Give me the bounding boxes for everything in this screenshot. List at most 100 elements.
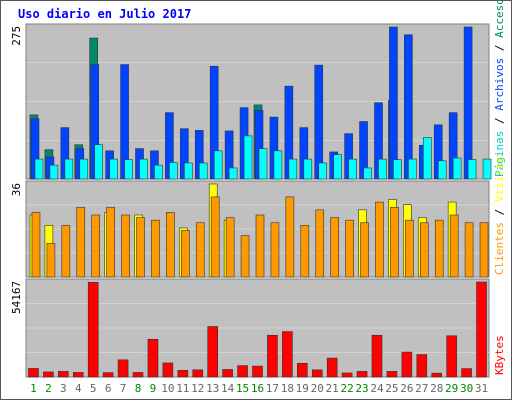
bottom-bar-kbytes-5 bbox=[88, 282, 98, 377]
middle-bar-clientes-19 bbox=[301, 225, 309, 277]
top-bar-pginas-31 bbox=[483, 159, 491, 179]
legend-separator: / bbox=[493, 111, 506, 131]
bottom-bar-kbytes-10 bbox=[163, 363, 173, 377]
middle-bar-clientes-31 bbox=[480, 223, 488, 277]
x-tick-label-11: 11 bbox=[176, 382, 189, 395]
top-bar-pginas-14 bbox=[229, 168, 237, 179]
bottom-bar-kbytes-15 bbox=[238, 366, 248, 377]
middle-bar-clientes-27 bbox=[420, 223, 428, 277]
x-tick-label-25: 25 bbox=[385, 382, 398, 395]
top-bar-pginas-5 bbox=[95, 145, 103, 179]
bottom-bar-kbytes-27 bbox=[417, 355, 427, 377]
bottom-ymax-label: 54167 bbox=[10, 281, 23, 314]
middle-bar-clientes-15 bbox=[241, 236, 249, 277]
top-bar-pginas-21 bbox=[334, 155, 342, 179]
top-bar-pginas-23 bbox=[364, 168, 372, 179]
x-tick-label-23: 23 bbox=[355, 382, 368, 395]
x-tick-label-9: 9 bbox=[150, 382, 157, 395]
top-bar-pginas-24 bbox=[378, 159, 386, 179]
bottom-legend: KBytes bbox=[493, 335, 506, 375]
bottom-bar-kbytes-21 bbox=[327, 358, 337, 377]
top-bar-pginas-8 bbox=[140, 159, 148, 179]
legend-separator: / bbox=[493, 202, 506, 222]
top-bar-pginas-10 bbox=[169, 162, 177, 179]
top-bar-pginas-9 bbox=[154, 165, 162, 179]
x-tick-label-4: 4 bbox=[75, 382, 82, 395]
middle-bar-clientes-22 bbox=[346, 220, 354, 277]
x-tick-label-17: 17 bbox=[266, 382, 279, 395]
middle-bar-clientes-21 bbox=[331, 218, 339, 277]
middle-ymax-label: 36 bbox=[10, 183, 23, 196]
middle-bar-clientes-5 bbox=[92, 215, 100, 277]
x-tick-label-12: 12 bbox=[191, 382, 204, 395]
middle-bar-clientes-2 bbox=[47, 243, 55, 277]
top-bar-pginas-27 bbox=[423, 138, 431, 179]
middle-bar-clientes-18 bbox=[286, 197, 294, 277]
top-bar-pginas-28 bbox=[438, 161, 446, 179]
x-tick-label-10: 10 bbox=[161, 382, 174, 395]
x-tick-label-5: 5 bbox=[90, 382, 97, 395]
middle-bar-clientes-10 bbox=[166, 212, 174, 277]
top-bar-pginas-16 bbox=[259, 149, 267, 179]
middle-bar-clientes-7 bbox=[122, 215, 130, 277]
top-bar-pginas-29 bbox=[453, 158, 461, 179]
middle-bar-clientes-11 bbox=[181, 231, 189, 278]
bottom-bar-kbytes-25 bbox=[387, 371, 397, 377]
top-bar-pginas-15 bbox=[244, 136, 252, 179]
x-tick-label-18: 18 bbox=[281, 382, 294, 395]
legend-separator: / bbox=[493, 38, 506, 58]
bottom-bar-kbytes-23 bbox=[357, 371, 367, 377]
middle-bar-clientes-25 bbox=[390, 207, 398, 277]
x-tick-label-7: 7 bbox=[120, 382, 127, 395]
x-tick-label-8: 8 bbox=[135, 382, 142, 395]
x-tick-label-20: 20 bbox=[311, 382, 324, 395]
x-tick-label-19: 19 bbox=[296, 382, 309, 395]
bottom-bar-kbytes-11 bbox=[178, 370, 188, 377]
middle-bar-clientes-13 bbox=[211, 197, 219, 277]
bottom-bar-kbytes-26 bbox=[402, 352, 412, 377]
bottom-bar-kbytes-4 bbox=[73, 372, 83, 377]
middle-bar-clientes-14 bbox=[226, 218, 234, 277]
top-bar-pginas-25 bbox=[393, 160, 401, 179]
top-ymax-label: 275 bbox=[10, 26, 23, 46]
legend-item-archivos: Archivos bbox=[493, 58, 506, 111]
bottom-bar-kbytes-1 bbox=[28, 368, 38, 377]
bottom-bar-kbytes-6 bbox=[103, 373, 113, 377]
middle-bar-clientes-4 bbox=[77, 207, 85, 277]
bottom-bar-kbytes-30 bbox=[462, 369, 472, 377]
top-bar-pginas-11 bbox=[184, 163, 192, 179]
top-bar-archivos-20 bbox=[315, 65, 323, 179]
top-bar-pginas-19 bbox=[304, 159, 312, 179]
top-bar-pginas-26 bbox=[408, 159, 416, 179]
top-bar-archivos-26 bbox=[404, 35, 412, 179]
middle-bar-clientes-1 bbox=[32, 212, 40, 277]
bottom-bar-kbytes-22 bbox=[342, 373, 352, 377]
x-tick-label-28: 28 bbox=[430, 382, 443, 395]
middle-legend: Clientes / Visitas bbox=[493, 156, 506, 275]
middle-bar-clientes-3 bbox=[62, 225, 70, 277]
x-tick-label-2: 2 bbox=[45, 382, 52, 395]
top-bar-pginas-22 bbox=[349, 159, 357, 179]
top-bar-pginas-12 bbox=[199, 163, 207, 179]
x-tick-label-26: 26 bbox=[400, 382, 413, 395]
middle-bar-clientes-30 bbox=[465, 223, 473, 277]
legend-item-kbytes: KBytes bbox=[493, 335, 506, 375]
bottom-bar-kbytes-24 bbox=[372, 335, 382, 377]
middle-bar-clientes-24 bbox=[375, 202, 383, 277]
bottom-bar-kbytes-29 bbox=[447, 336, 457, 377]
middle-bar-clientes-16 bbox=[256, 215, 264, 277]
top-bar-pginas-7 bbox=[125, 160, 133, 179]
x-tick-label-31: 31 bbox=[475, 382, 488, 395]
legend-item-visitas: Visitas bbox=[493, 156, 506, 202]
bottom-bar-kbytes-9 bbox=[148, 339, 158, 377]
middle-bar-clientes-17 bbox=[271, 223, 279, 277]
bottom-bar-kbytes-7 bbox=[118, 360, 128, 377]
x-tick-label-13: 13 bbox=[206, 382, 219, 395]
x-tick-label-16: 16 bbox=[251, 382, 264, 395]
top-bar-pginas-3 bbox=[65, 159, 73, 179]
bottom-bar-kbytes-12 bbox=[193, 370, 203, 377]
middle-bar-clientes-12 bbox=[196, 223, 204, 277]
bottom-bar-kbytes-14 bbox=[223, 369, 233, 377]
top-bar-pginas-30 bbox=[468, 160, 476, 179]
x-tick-label-3: 3 bbox=[60, 382, 67, 395]
